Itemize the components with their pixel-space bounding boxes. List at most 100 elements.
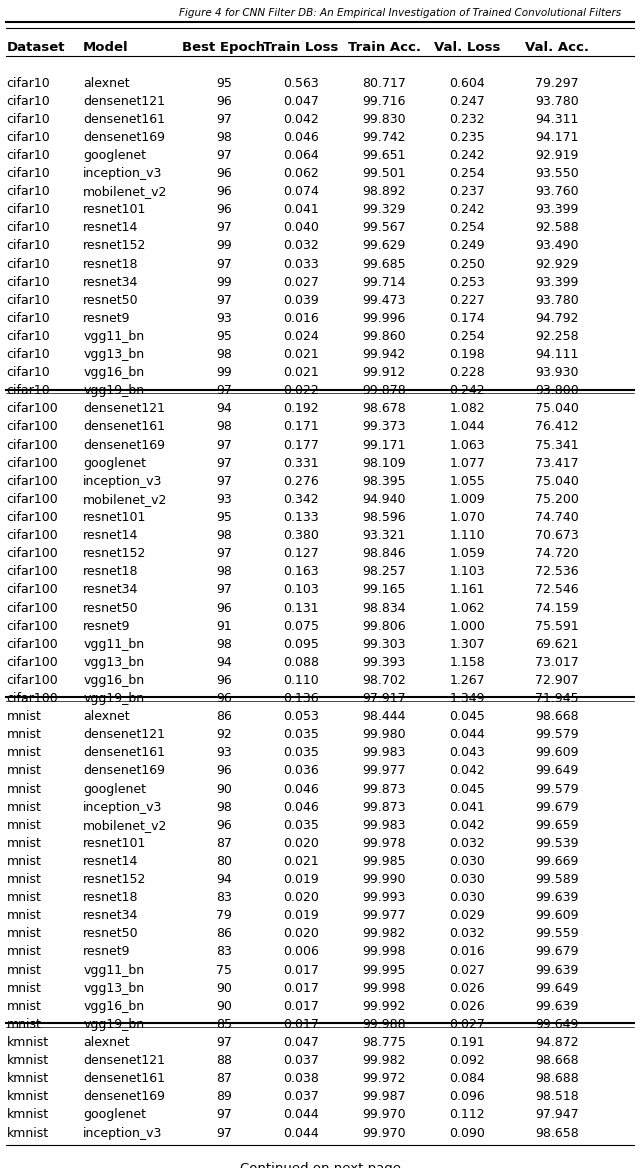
Text: 98: 98 <box>216 565 232 578</box>
Text: 94.872: 94.872 <box>535 1036 579 1049</box>
Text: 99.878: 99.878 <box>362 384 406 397</box>
Text: 72.536: 72.536 <box>535 565 579 578</box>
Text: inception_v3: inception_v3 <box>83 801 163 814</box>
Text: 1.307: 1.307 <box>449 638 485 651</box>
Text: Train Loss: Train Loss <box>263 41 339 54</box>
Text: cifar10: cifar10 <box>6 186 50 199</box>
Text: 0.084: 0.084 <box>449 1072 485 1085</box>
Text: 92.919: 92.919 <box>535 150 579 162</box>
Text: 99.669: 99.669 <box>535 855 579 868</box>
Text: 0.022: 0.022 <box>283 384 319 397</box>
Text: densenet169: densenet169 <box>83 1091 165 1104</box>
Text: 94.940: 94.940 <box>362 493 406 506</box>
Text: 97: 97 <box>216 548 232 561</box>
Text: 0.177: 0.177 <box>283 439 319 452</box>
Text: 0.228: 0.228 <box>449 367 485 380</box>
Text: cifar10: cifar10 <box>6 113 50 126</box>
Text: 96: 96 <box>216 203 232 216</box>
Text: 99.995: 99.995 <box>362 964 406 976</box>
Text: mnist: mnist <box>6 1018 41 1031</box>
Text: inception_v3: inception_v3 <box>83 475 163 488</box>
Text: cifar100: cifar100 <box>6 619 58 633</box>
Text: 97: 97 <box>216 258 232 271</box>
Text: 1.009: 1.009 <box>449 493 485 506</box>
Text: 0.029: 0.029 <box>449 910 485 923</box>
Text: 93: 93 <box>216 746 232 759</box>
Text: 94.792: 94.792 <box>535 312 579 325</box>
Text: 92.929: 92.929 <box>535 258 579 271</box>
Text: cifar100: cifar100 <box>6 565 58 578</box>
Text: 0.033: 0.033 <box>283 258 319 271</box>
Text: 0.042: 0.042 <box>283 113 319 126</box>
Text: Val. Acc.: Val. Acc. <box>525 41 589 54</box>
Text: 99.942: 99.942 <box>362 348 406 361</box>
Text: 1.267: 1.267 <box>449 674 485 687</box>
Text: 99.860: 99.860 <box>362 329 406 343</box>
Text: 98.702: 98.702 <box>362 674 406 687</box>
Text: 0.092: 0.092 <box>449 1055 485 1068</box>
Text: 0.192: 0.192 <box>283 402 319 416</box>
Text: 93.321: 93.321 <box>362 529 406 542</box>
Text: 91: 91 <box>216 619 232 633</box>
Text: 0.053: 0.053 <box>283 710 319 723</box>
Text: 0.075: 0.075 <box>283 619 319 633</box>
Text: 98.668: 98.668 <box>535 710 579 723</box>
Text: 99.329: 99.329 <box>362 203 406 216</box>
Text: 97: 97 <box>216 1108 232 1121</box>
Text: resnet34: resnet34 <box>83 276 139 288</box>
Text: 0.035: 0.035 <box>283 746 319 759</box>
Text: 99.993: 99.993 <box>362 891 406 904</box>
Text: 73.017: 73.017 <box>535 656 579 669</box>
Text: 1.000: 1.000 <box>449 619 485 633</box>
Text: 97.947: 97.947 <box>535 1108 579 1121</box>
Text: 0.047: 0.047 <box>283 1036 319 1049</box>
Text: 94.171: 94.171 <box>535 131 579 144</box>
Text: mnist: mnist <box>6 746 41 759</box>
Text: 0.042: 0.042 <box>449 819 485 832</box>
Text: densenet121: densenet121 <box>83 729 165 742</box>
Text: 92.588: 92.588 <box>535 222 579 235</box>
Text: 0.020: 0.020 <box>283 891 319 904</box>
Text: 98: 98 <box>216 529 232 542</box>
Text: 0.131: 0.131 <box>283 602 319 614</box>
Text: 0.017: 0.017 <box>283 1018 319 1031</box>
Text: 0.006: 0.006 <box>283 946 319 959</box>
Text: 99.742: 99.742 <box>362 131 406 144</box>
Text: 74.159: 74.159 <box>535 602 579 614</box>
Text: 0.019: 0.019 <box>283 874 319 887</box>
Text: 86: 86 <box>216 710 232 723</box>
Text: resnet50: resnet50 <box>83 927 139 940</box>
Text: cifar100: cifar100 <box>6 674 58 687</box>
Text: 99.373: 99.373 <box>362 420 406 433</box>
Text: 1.062: 1.062 <box>449 602 485 614</box>
Text: 0.110: 0.110 <box>283 674 319 687</box>
Text: 99.567: 99.567 <box>362 222 406 235</box>
Text: 75.200: 75.200 <box>535 493 579 506</box>
Text: 98: 98 <box>216 801 232 814</box>
Text: cifar100: cifar100 <box>6 402 58 416</box>
Text: 80: 80 <box>216 855 232 868</box>
Text: mnist: mnist <box>6 981 41 995</box>
Text: mnist: mnist <box>6 874 41 887</box>
Text: 98.892: 98.892 <box>362 186 406 199</box>
Text: Continued on next page: Continued on next page <box>239 1162 401 1168</box>
Text: vgg19_bn: vgg19_bn <box>83 384 145 397</box>
Text: 0.026: 0.026 <box>449 1000 485 1013</box>
Text: 99.873: 99.873 <box>362 801 406 814</box>
Text: cifar10: cifar10 <box>6 203 50 216</box>
Text: 0.237: 0.237 <box>449 186 485 199</box>
Text: 0.064: 0.064 <box>283 150 319 162</box>
Text: 93: 93 <box>216 493 232 506</box>
Text: mobilenet_v2: mobilenet_v2 <box>83 819 168 832</box>
Text: 0.604: 0.604 <box>449 77 485 90</box>
Text: 74.740: 74.740 <box>535 512 579 524</box>
Text: 0.019: 0.019 <box>283 910 319 923</box>
Text: 0.133: 0.133 <box>283 512 319 524</box>
Text: 0.045: 0.045 <box>449 710 485 723</box>
Text: 1.103: 1.103 <box>449 565 485 578</box>
Text: alexnet: alexnet <box>83 77 130 90</box>
Text: 0.062: 0.062 <box>283 167 319 180</box>
Text: cifar100: cifar100 <box>6 656 58 669</box>
Text: densenet121: densenet121 <box>83 95 165 107</box>
Text: inception_v3: inception_v3 <box>83 1126 163 1140</box>
